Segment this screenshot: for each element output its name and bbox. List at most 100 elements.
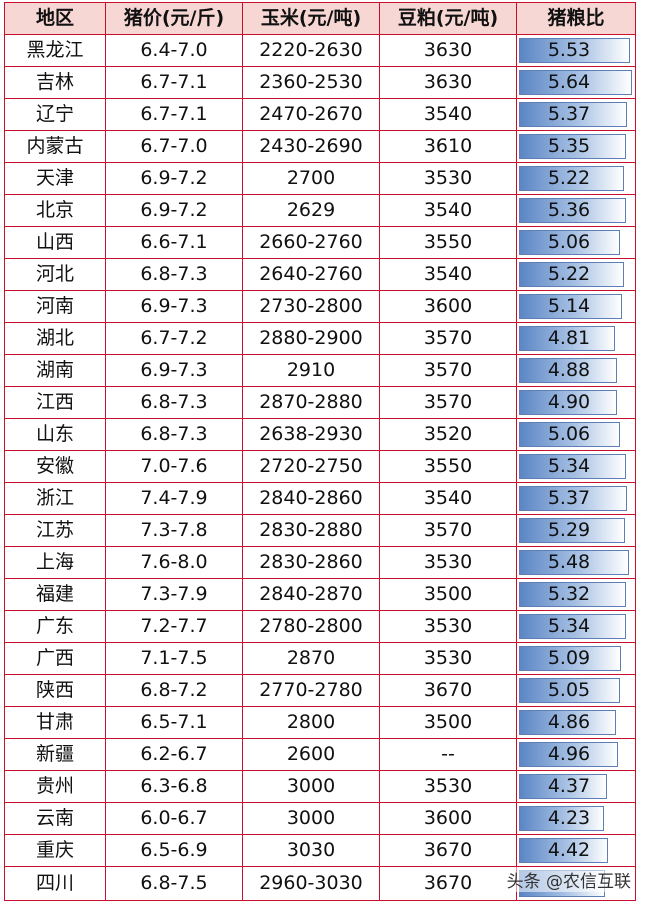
soymeal-price-cell: 3570	[379, 386, 517, 419]
ratio-cell: 5.48	[516, 546, 636, 579]
corn-price-cell: 3000	[242, 802, 380, 835]
table-row: 贵州 6.3-6.8 3000 3530 4.37	[4, 770, 636, 803]
ratio-bar	[519, 166, 624, 191]
ratio-bar	[519, 838, 608, 863]
corn-price-cell: 2840-2860	[242, 482, 380, 515]
ratio-bar	[519, 422, 621, 447]
corn-price-cell: 2470-2670	[242, 98, 380, 131]
ratio-value: 5.36	[547, 199, 591, 221]
corn-price-cell: 2720-2750	[242, 450, 380, 483]
ratio-cell: 5.05	[516, 674, 636, 707]
table-row: 山东 6.8-7.3 2638-2930 3520 5.06	[4, 418, 636, 451]
soymeal-price-cell: 3670	[379, 834, 517, 867]
region-cell: 上海	[4, 546, 106, 579]
soymeal-price-cell: 3670	[379, 866, 517, 901]
table-row: 黑龙江 6.4-7.0 2220-2630 3630 5.53	[4, 34, 636, 67]
ratio-bar	[519, 70, 632, 95]
table-row: 湖南 6.9-7.3 2910 3570 4.88	[4, 354, 636, 387]
region-cell: 辽宁	[4, 98, 106, 131]
ratio-bar	[519, 102, 627, 127]
table-row: 浙江 7.4-7.9 2840-2860 3540 5.37	[4, 482, 636, 515]
pig-price-cell: 6.7-7.0	[105, 130, 243, 163]
corn-price-cell: 2640-2760	[242, 258, 380, 291]
table-row: 湖北 6.7-7.2 2880-2900 3570 4.81	[4, 322, 636, 355]
pig-price-cell: 6.8-7.3	[105, 418, 243, 451]
pig-price-cell: 6.8-7.3	[105, 258, 243, 291]
ratio-bar	[519, 742, 619, 767]
ratio-cell: 4.81	[516, 322, 636, 355]
soymeal-price-cell: 3530	[379, 546, 517, 579]
header-region: 地区	[4, 2, 106, 35]
ratio-cell: 5.22	[516, 162, 636, 195]
pig-price-cell: 7.4-7.9	[105, 482, 243, 515]
header-soymeal-price: 豆粕(元/吨)	[379, 2, 517, 35]
ratio-value: 4.42	[547, 839, 591, 861]
pig-price-cell: 6.9-7.2	[105, 162, 243, 195]
region-cell: 陕西	[4, 674, 106, 707]
table-body: 黑龙江 6.4-7.0 2220-2630 3630 5.53 吉林 6.7-7.1 2360…	[4, 34, 636, 901]
ratio-value: 5.53	[547, 39, 591, 61]
table-row: 安徽 7.0-7.6 2720-2750 3550 5.34	[4, 450, 636, 483]
soymeal-price-cell: 3530	[379, 642, 517, 675]
region-cell: 广西	[4, 642, 106, 675]
region-cell: 山东	[4, 418, 106, 451]
corn-price-cell: 3030	[242, 834, 380, 867]
ratio-bar	[519, 518, 625, 543]
soymeal-price-cell: 3570	[379, 322, 517, 355]
region-cell: 广东	[4, 610, 106, 643]
ratio-value: 5.64	[547, 71, 591, 93]
ratio-value: 4.23	[547, 807, 591, 829]
region-cell: 湖南	[4, 354, 106, 387]
ratio-cell: 5.64	[516, 66, 636, 99]
ratio-value: 5.09	[547, 647, 591, 669]
region-cell: 黑龙江	[4, 34, 106, 67]
pig-price-cell: 7.1-7.5	[105, 642, 243, 675]
corn-price-cell: 2600	[242, 738, 380, 771]
ratio-value: 5.35	[547, 135, 591, 157]
ratio-value: 4.96	[547, 743, 591, 765]
pig-price-cell: 6.8-7.5	[105, 866, 243, 901]
ratio-bar	[519, 806, 604, 831]
soymeal-price-cell: 3540	[379, 98, 517, 131]
corn-price-cell: 2700	[242, 162, 380, 195]
region-cell: 江西	[4, 386, 106, 419]
ratio-value: 5.37	[547, 487, 591, 509]
region-cell: 四川	[4, 866, 106, 901]
corn-price-cell: 2960-3030	[242, 866, 380, 901]
ratio-value: 5.05	[547, 679, 591, 701]
region-cell: 云南	[4, 802, 106, 835]
soymeal-price-cell: 3530	[379, 770, 517, 803]
ratio-bar	[519, 710, 617, 735]
soymeal-price-cell: --	[379, 738, 517, 771]
table-row: 重庆 6.5-6.9 3030 3670 4.42	[4, 834, 636, 867]
ratio-cell: 5.22	[516, 258, 636, 291]
ratio-cell: 5.14	[516, 290, 636, 323]
soymeal-price-cell: 3540	[379, 194, 517, 227]
pig-price-cell: 7.3-7.8	[105, 514, 243, 547]
ratio-cell: 4.23	[516, 802, 636, 835]
corn-price-cell: 2880-2900	[242, 322, 380, 355]
pig-price-cell: 6.9-7.2	[105, 194, 243, 227]
pig-price-cell: 6.9-7.3	[105, 290, 243, 323]
ratio-value: 5.06	[547, 231, 591, 253]
region-cell: 山西	[4, 226, 106, 259]
table-row: 甘肃 6.5-7.1 2800 3500 4.86	[4, 706, 636, 739]
price-table: 地区 猪价(元/斤) 玉米(元/吨) 豆粕(元/吨) 猪粮比 黑龙江 6.4-7.…	[4, 2, 636, 901]
ratio-cell: 5.06	[516, 418, 636, 451]
ratio-bar	[519, 486, 627, 511]
corn-price-cell: 2730-2800	[242, 290, 380, 323]
ratio-cell: 5.53	[516, 34, 636, 67]
ratio-value: 5.14	[547, 295, 591, 317]
soymeal-price-cell: 3550	[379, 226, 517, 259]
soymeal-price-cell: 3670	[379, 674, 517, 707]
soymeal-price-cell: 3500	[379, 706, 517, 739]
pig-price-cell: 6.2-6.7	[105, 738, 243, 771]
corn-price-cell: 3000	[242, 770, 380, 803]
pig-price-cell: 6.7-7.1	[105, 66, 243, 99]
corn-price-cell: 2770-2780	[242, 674, 380, 707]
region-cell: 甘肃	[4, 706, 106, 739]
corn-price-cell: 2870	[242, 642, 380, 675]
ratio-bar	[519, 294, 622, 319]
table-row: 天津 6.9-7.2 2700 3530 5.22	[4, 162, 636, 195]
ratio-cell: 5.09	[516, 642, 636, 675]
